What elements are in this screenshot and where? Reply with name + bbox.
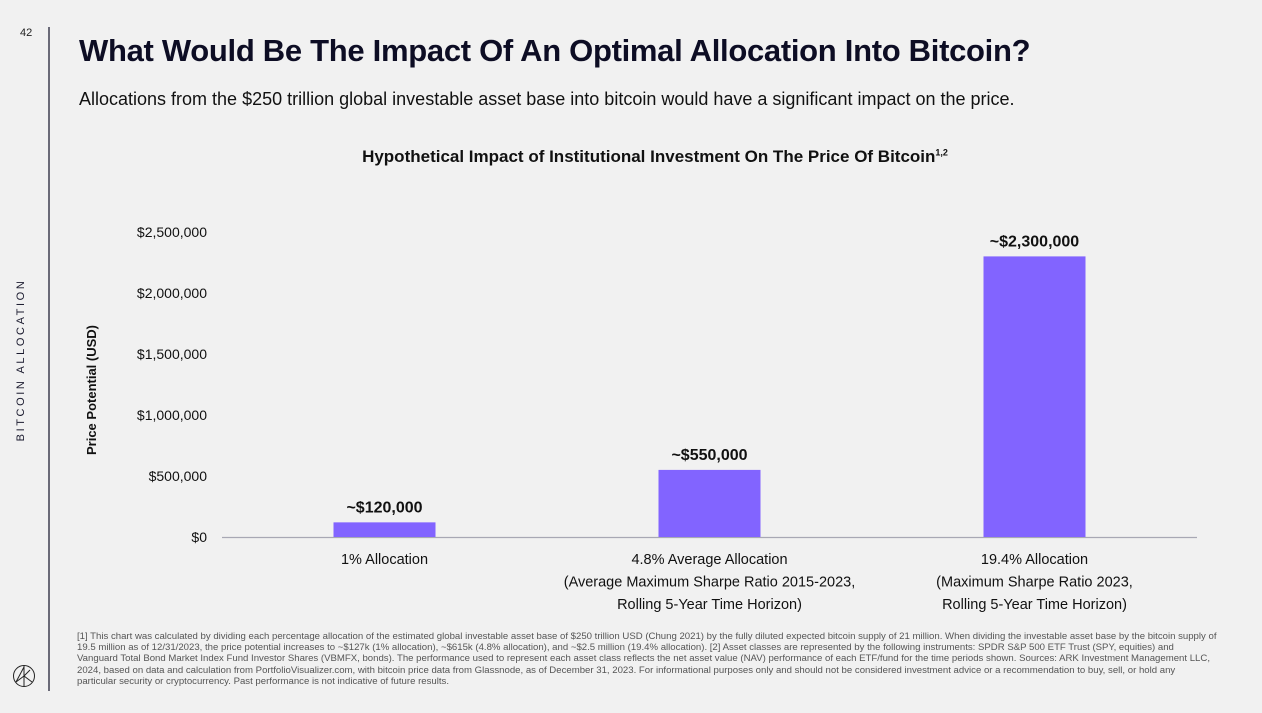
x-category-label: 1% Allocation (341, 552, 428, 568)
x-category-label: (Maximum Sharpe Ratio 2023, (936, 575, 1133, 591)
chart-title: Hypothetical Impact of Institutional Inv… (0, 147, 1262, 167)
y-tick-label: $2,000,000 (137, 285, 207, 301)
bar (658, 469, 761, 537)
x-category-label: Rolling 5-Year Time Horizon) (617, 597, 802, 613)
chart-title-text: Hypothetical Impact of Institutional Inv… (362, 147, 936, 166)
ark-logo-icon (13, 665, 35, 687)
y-tick-label: $0 (191, 529, 207, 545)
chart-title-superscript: 1,2 (935, 147, 948, 158)
bar (333, 522, 436, 537)
y-tick-label: $500,000 (149, 468, 208, 484)
data-label: ~$120,000 (346, 499, 422, 516)
y-tick-label: $2,500,000 (137, 224, 207, 240)
vertical-divider (48, 27, 50, 691)
y-axis-label: Price Potential (USD) (84, 325, 99, 455)
y-tick-label: $1,000,000 (137, 407, 207, 423)
page-title: What Would Be The Impact Of An Optimal A… (79, 33, 1031, 68)
data-label: ~$2,300,000 (990, 233, 1080, 250)
footnote: [1] This chart was calculated by dividin… (77, 631, 1217, 687)
bar (983, 256, 1086, 537)
x-category-label: 19.4% Allocation (981, 552, 1088, 568)
bar-chart: Price Potential (USD) $0 $500,000 $1,000,00… (84, 224, 1197, 613)
data-label: ~$550,000 (671, 447, 747, 464)
x-category-label: 4.8% Average Allocation (631, 552, 787, 568)
x-category-label: Rolling 5-Year Time Horizon) (942, 597, 1127, 613)
page-number: 42 (20, 27, 33, 39)
x-category-label: (Average Maximum Sharpe Ratio 2015-2023, (564, 575, 856, 591)
page-subtitle: Allocations from the $250 trillion globa… (79, 89, 1015, 109)
y-tick-label: $1,500,000 (137, 346, 207, 362)
